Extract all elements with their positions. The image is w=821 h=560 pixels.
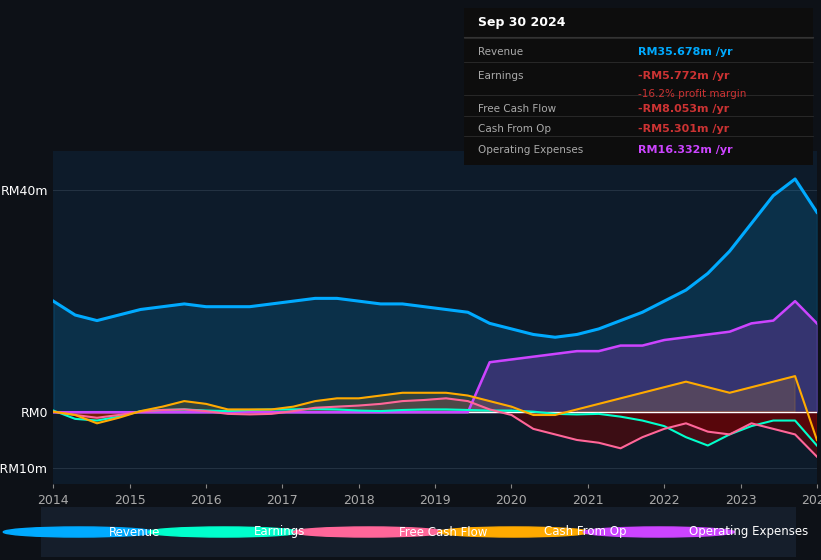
Circle shape — [3, 527, 154, 537]
Text: -16.2% profit margin: -16.2% profit margin — [639, 89, 747, 99]
Text: Operating Expenses: Operating Expenses — [478, 144, 583, 155]
Text: Earnings: Earnings — [478, 71, 523, 81]
Text: RM35.678m /yr: RM35.678m /yr — [639, 46, 733, 57]
Text: -RM8.053m /yr: -RM8.053m /yr — [639, 104, 730, 114]
Circle shape — [438, 527, 589, 537]
Text: Earnings: Earnings — [254, 525, 305, 539]
Circle shape — [149, 527, 300, 537]
Text: -RM5.772m /yr: -RM5.772m /yr — [639, 71, 730, 81]
Text: RM16.332m /yr: RM16.332m /yr — [639, 144, 733, 155]
Text: Cash From Op: Cash From Op — [478, 124, 551, 134]
Text: Free Cash Flow: Free Cash Flow — [399, 525, 488, 539]
Circle shape — [293, 527, 444, 537]
Text: Revenue: Revenue — [478, 46, 523, 57]
Text: -RM5.301m /yr: -RM5.301m /yr — [639, 124, 730, 134]
Text: Free Cash Flow: Free Cash Flow — [478, 104, 556, 114]
Text: Operating Expenses: Operating Expenses — [689, 525, 809, 539]
Text: Cash From Op: Cash From Op — [544, 525, 626, 539]
Text: Revenue: Revenue — [109, 525, 160, 539]
Circle shape — [584, 527, 735, 537]
Text: Sep 30 2024: Sep 30 2024 — [478, 16, 566, 29]
